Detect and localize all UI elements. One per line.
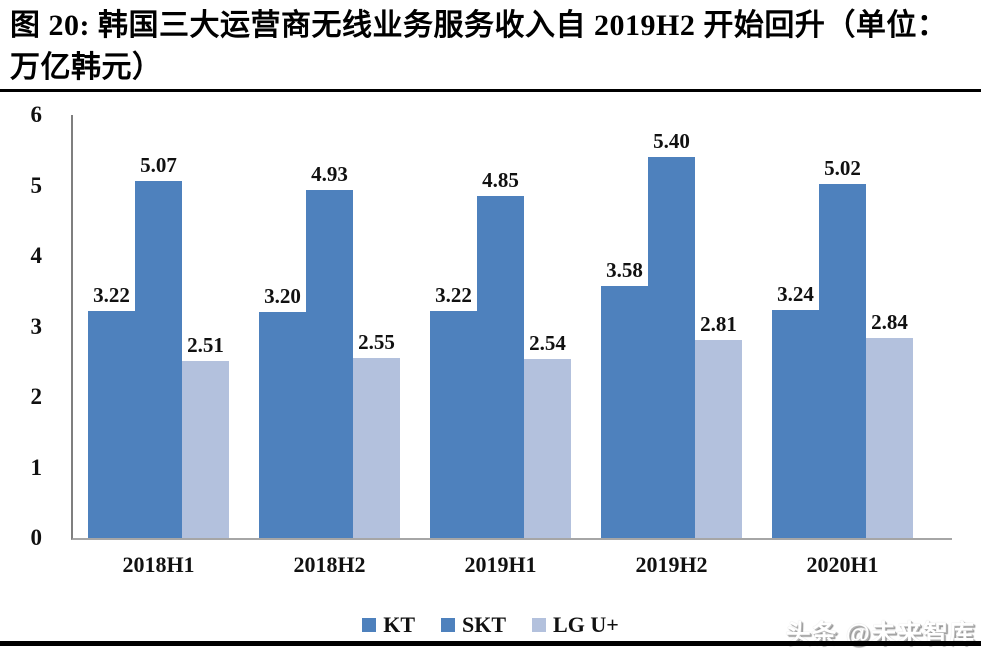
bar-value-label: 3.24: [777, 281, 814, 306]
x-axis-label: 2018H1: [122, 552, 195, 577]
bar-slot: 3.22: [430, 115, 477, 538]
y-axis-tick-label: 4: [30, 243, 43, 268]
bar-value-label: 4.93: [311, 162, 348, 187]
bar: [772, 309, 819, 538]
bar-group: 3.22 4.85 2.54: [430, 115, 571, 538]
bar-value-label: 3.22: [435, 283, 472, 307]
bar: [353, 358, 400, 538]
bar-value-label: 3.58: [606, 257, 643, 282]
legend-label: KT: [383, 612, 416, 637]
bar: [866, 337, 913, 538]
bar: [259, 312, 306, 538]
figure-caption-line-1: 图 20: 韩国三大运营商无线业务服务收入自 2019H2 开始回升（单位：: [10, 9, 948, 42]
bar-slot: 5.02: [819, 115, 866, 538]
bar: [430, 311, 477, 538]
legend-label: SKT: [462, 612, 507, 637]
bottom-divider-rule: [0, 641, 981, 646]
bar-slot: 3.20: [259, 115, 306, 538]
bar: [524, 358, 571, 538]
bar: [819, 184, 866, 538]
bar-slot: 2.81: [695, 115, 742, 538]
legend: KT SKT LG U+: [0, 612, 981, 638]
legend-label: LG U+: [553, 612, 619, 637]
y-axis-tick-label: 5: [30, 172, 43, 198]
x-axis-label: 2019H2: [635, 552, 708, 577]
bar-slot: 4.93: [306, 115, 353, 538]
x-axis-label: 2019H1: [464, 552, 537, 577]
bar-slot: 2.51: [182, 115, 229, 538]
x-axis-labels: 2018H1 2018H2 2019H1 2019H2 2020H1: [73, 552, 952, 578]
bar: [88, 311, 135, 538]
report-page: 图 20: 韩国三大运营商无线业务服务收入自 2019H2 开始回升（单位： 万…: [0, 0, 981, 652]
bar: [182, 361, 229, 538]
figure-caption: 图 20: 韩国三大运营商无线业务服务收入自 2019H2 开始回升（单位： 万…: [0, 0, 981, 89]
bar-value-label: 4.85: [482, 168, 519, 193]
bar: [648, 157, 695, 538]
bar-value-label: 5.07: [140, 152, 177, 177]
bar-value-label: 2.54: [529, 330, 566, 355]
top-divider-rule: [0, 89, 981, 92]
y-axis-tick-label: 6: [30, 102, 43, 127]
bar-group: 3.24 5.02 2.84: [772, 115, 913, 538]
legend-item: KT: [362, 612, 415, 638]
figure-caption-line-2: 万亿韩元）: [10, 51, 163, 84]
bar: [135, 180, 182, 538]
bar-value-label: 2.55: [358, 330, 395, 355]
x-axis-label: 2018H2: [293, 552, 366, 577]
bar-value-label: 5.02: [824, 156, 861, 181]
bar-value-label: 5.40: [653, 129, 690, 154]
legend-swatch-icon: [532, 618, 547, 632]
bar-slot: 3.22: [88, 115, 135, 538]
y-axis-tick-label: 1: [30, 454, 43, 480]
bar-value-label: 3.22: [93, 283, 130, 307]
bar-slot: 3.24: [772, 115, 819, 538]
legend-item: SKT: [441, 612, 506, 638]
bar-slot: 3.58: [601, 115, 648, 538]
bar: [601, 285, 648, 538]
bar: [477, 196, 524, 538]
legend-item: LG U+: [532, 612, 619, 638]
bar: [695, 339, 742, 538]
bar-slot: 5.07: [135, 115, 182, 538]
bar-value-label: 3.20: [264, 284, 301, 309]
bar-group: 3.58 5.40 2.81: [601, 115, 742, 538]
bar-value-label: 2.81: [700, 311, 737, 336]
bar-slot: 2.55: [353, 115, 400, 538]
bar-slot: 2.84: [866, 115, 913, 538]
bar: [306, 190, 353, 538]
plot-area: 3.22 5.07 2.51 3.20 4.93 2.55 3.22 4.85 2.54 3.58…: [71, 115, 952, 540]
bar-slot: 5.40: [648, 115, 695, 538]
bar-slot: 2.54: [524, 115, 571, 538]
bar-slot: 4.85: [477, 115, 524, 538]
bar-chart: 0 1 2 3 4 5 6 3.22 5.07 2.51 3.20 4.93 2.55 3.22 4.85…: [0, 92, 981, 652]
x-axis-label: 2020H1: [806, 552, 879, 577]
bar-group: 3.20 4.93 2.55: [259, 115, 400, 538]
y-axis-tick-label: 0: [30, 525, 43, 550]
bar-group: 3.22 5.07 2.51: [88, 115, 229, 538]
y-axis-tick-label: 2: [30, 384, 43, 409]
bar-value-label: 2.84: [871, 309, 908, 334]
y-axis-tick-label: 3: [30, 313, 43, 339]
legend-swatch-icon: [441, 618, 456, 632]
bar-value-label: 2.51: [187, 333, 224, 358]
legend-swatch-icon: [362, 618, 377, 632]
